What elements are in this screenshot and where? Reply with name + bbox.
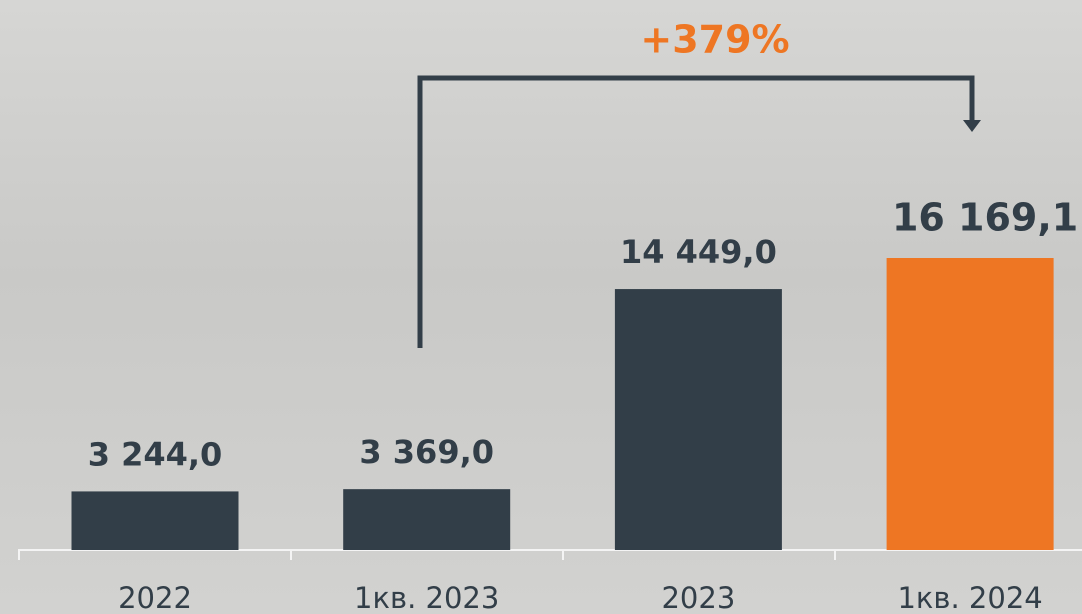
value-label: 14 449,0: [620, 233, 777, 271]
bar: [615, 289, 782, 550]
x-tick-label: 2022: [118, 581, 192, 614]
chart: +379% 3 244,0 2022 3 369,0 1кв. 2023 14 449,…: [0, 0, 1082, 614]
bar: [343, 489, 510, 550]
value-label: 16 169,1: [892, 196, 1078, 240]
value-label: 3 369,0: [359, 433, 494, 471]
x-tick-label: 1кв. 2023: [354, 581, 499, 614]
page: +379% 3 244,0 2022 3 369,0 1кв. 2023 14 449,…: [0, 0, 1082, 614]
value-label: 3 244,0: [88, 435, 223, 473]
x-tick-label: 1кв. 2024: [897, 581, 1042, 614]
bar: [72, 491, 239, 550]
bar: [887, 258, 1054, 550]
growth-annotation: +379%: [640, 18, 789, 62]
x-tick-label: 2023: [661, 581, 735, 614]
